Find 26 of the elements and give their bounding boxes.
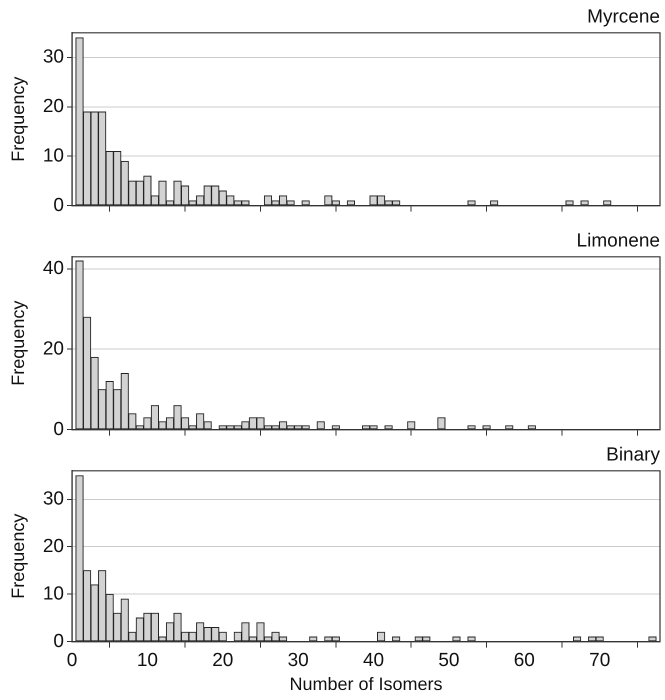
y-tick-label: 20 (42, 338, 64, 360)
x-tick-label: 0 (66, 650, 78, 672)
y-axis-title: Frequency (8, 76, 28, 162)
y-tick-label: 10 (42, 145, 64, 166)
y-tick-label: 30 (42, 46, 64, 68)
chart-title: Binary (606, 444, 660, 466)
chart-title: Limonene (576, 230, 660, 252)
y-tick-label: 10 (42, 583, 64, 604)
x-tick-label: 20 (212, 650, 234, 672)
y-tick-label: 30 (42, 488, 64, 510)
y-axis-title: Frequency (8, 300, 28, 386)
y-tick-label: 20 (42, 96, 64, 118)
chart-title: Myrcene (587, 6, 660, 28)
y-tick-label: 0 (53, 630, 64, 652)
y-tick-label: 0 (53, 194, 64, 216)
y-tick-label: 0 (53, 418, 64, 440)
y-tick-label: 40 (42, 258, 64, 280)
x-tick-label: 60 (514, 650, 535, 672)
x-tick-label: 70 (589, 650, 610, 672)
x-tick-label: 30 (288, 650, 309, 672)
y-tick-label: 20 (42, 536, 64, 557)
x-tick-label: 40 (362, 650, 384, 672)
x-tick-label: 10 (136, 650, 158, 672)
y-axis-title: Frequency (8, 514, 28, 599)
x-tick-label: 50 (438, 650, 460, 672)
x-axis-title: Number of Isomers (289, 674, 443, 694)
